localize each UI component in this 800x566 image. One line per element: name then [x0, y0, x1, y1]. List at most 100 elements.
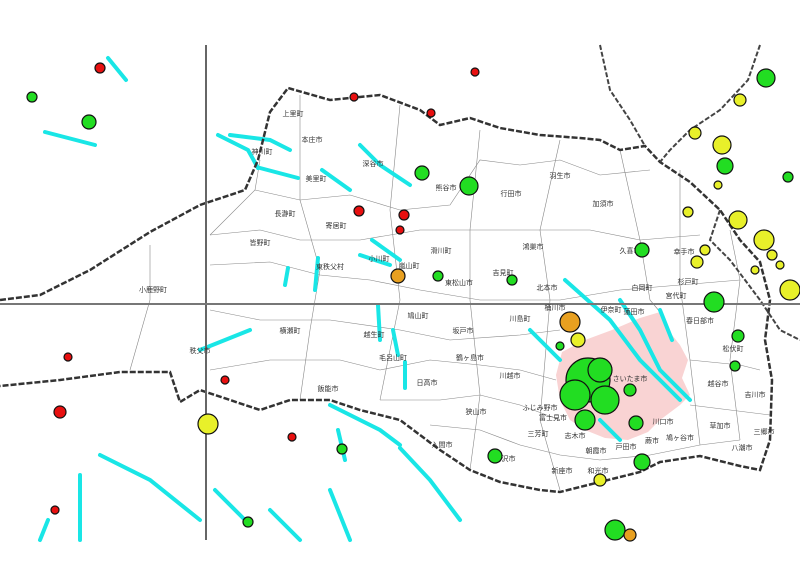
earthquake-marker-red: [349, 92, 359, 102]
municipality-label: 行田市: [501, 189, 522, 198]
earthquake-marker-red: [220, 375, 230, 385]
municipality-label: 三郷市: [754, 427, 775, 436]
municipality-label: 三芳町: [528, 429, 549, 438]
municipality-label: 小鹿野町: [139, 285, 167, 294]
fault-line: [328, 488, 352, 542]
fault-line: [268, 508, 302, 542]
municipality-label: 松伏町: [723, 344, 744, 353]
earthquake-marker-green: [81, 114, 97, 130]
municipality-label: 和光市: [588, 466, 609, 475]
earthquake-marker-green: [604, 519, 626, 541]
municipality-label: さいたま市: [613, 374, 648, 383]
municipality-label: ふじみ野市: [523, 403, 558, 412]
fault-lines: [38, 56, 692, 542]
municipality-label: 深谷市: [363, 159, 384, 168]
earthquake-marker-green: [716, 157, 734, 175]
earthquake-marker-yellow: [733, 93, 747, 107]
earthquake-marker-green: [459, 176, 479, 196]
fault-line: [398, 446, 462, 522]
earthquake-marker-yellow: [197, 413, 219, 435]
fault-line: [313, 256, 320, 292]
municipality-label: 川口市: [653, 417, 674, 426]
fault-line: [658, 308, 674, 342]
saitama-city-highlight: [556, 312, 690, 440]
municipality-label: 川島町: [510, 314, 531, 323]
municipality-label: 北本市: [537, 283, 558, 292]
fault-line: [328, 403, 402, 447]
earthquake-marker-yellow: [750, 265, 760, 275]
municipality-label: 富士見市: [539, 413, 567, 422]
fault-line: [258, 166, 300, 180]
fault-line: [283, 266, 290, 287]
earthquake-marker-yellow: [699, 244, 711, 256]
earthquake-marker-green: [782, 171, 794, 183]
earthquake-marker-yellow: [712, 135, 732, 155]
municipality-label: 熊谷市: [436, 183, 457, 192]
fault-line: [358, 253, 392, 267]
earthquake-marker-red: [470, 67, 480, 77]
fault-line: [106, 56, 128, 82]
municipality-label: 皆野町: [250, 239, 271, 247]
municipality-label: 鴻巣市: [523, 242, 544, 251]
prefecture-boundary: [0, 86, 774, 494]
municipality-label: 蕨市: [645, 436, 659, 445]
municipality-label: 寄居町: [326, 221, 347, 230]
municipality-label: 吉川市: [745, 390, 766, 399]
earthquake-marker-green: [414, 165, 430, 181]
municipality-label: 草加市: [710, 421, 731, 430]
municipal-boundaries: [129, 95, 771, 491]
municipality-label: 鶴ヶ島市: [456, 353, 484, 362]
municipality-label: 川越市: [500, 371, 521, 380]
earthquake-marker-green: [559, 379, 591, 411]
municipality-label: 幸手市: [674, 247, 695, 256]
earthquake-marker-green: [242, 516, 254, 528]
municipality-label: 加須市: [593, 199, 614, 208]
municipality-label: 八潮市: [732, 443, 753, 452]
municipality-label: 東松山市: [445, 278, 473, 287]
municipality-label: 横瀬町: [280, 326, 301, 335]
fault-line: [370, 238, 402, 262]
earthquake-marker-yellow: [570, 332, 586, 348]
earthquake-marker-orange: [390, 268, 406, 284]
fault-line: [213, 488, 247, 522]
earthquake-marker-green: [487, 448, 503, 464]
municipality-label: 伊奈町: [601, 305, 622, 314]
municipality-label: 毛呂山町: [379, 353, 407, 362]
municipality-label: 新座市: [552, 466, 573, 475]
earthquake-marker-red: [395, 225, 405, 235]
fault-line: [598, 418, 622, 442]
fault-line: [358, 143, 412, 187]
earthquake-marker-green: [590, 385, 620, 415]
earthquake-marker-yellow: [766, 249, 778, 261]
municipality-label: 杉戸町: [678, 277, 699, 286]
earthquake-marker-yellow: [690, 255, 704, 269]
earthquake-marker-orange: [559, 311, 581, 333]
municipality-label: 入間市: [432, 440, 453, 449]
municipality-label: 飯能市: [318, 384, 339, 393]
earthquake-marker-green: [26, 91, 38, 103]
earthquake-marker-yellow: [593, 473, 607, 487]
municipality-label: 久喜市: [620, 246, 641, 255]
fault-line: [528, 328, 562, 362]
fault-line: [391, 328, 400, 357]
municipality-label: 上里町: [283, 109, 304, 118]
municipality-label: 嵐山町: [399, 261, 420, 270]
municipality-label: 戸田市: [616, 442, 637, 451]
earthquake-marker-red: [398, 209, 410, 221]
earthquake-marker-red: [50, 505, 60, 515]
municipality-label: 本庄市: [302, 135, 323, 144]
earthquake-marker-green: [336, 443, 348, 455]
earthquake-marker-green: [555, 341, 565, 351]
municipality-label: 志木市: [565, 431, 586, 440]
municipality-label: 神川町: [252, 147, 273, 156]
municipality-label: 鳩ヶ谷市: [666, 433, 694, 442]
earthquake-marker-red: [53, 405, 67, 419]
earthquake-marker-yellow: [775, 260, 785, 270]
earthquake-marker-green: [633, 453, 651, 471]
municipality-label: 白岡町: [632, 283, 653, 292]
municipality-label: 宮代町: [666, 291, 687, 300]
earthquake-marker-yellow: [753, 229, 775, 251]
